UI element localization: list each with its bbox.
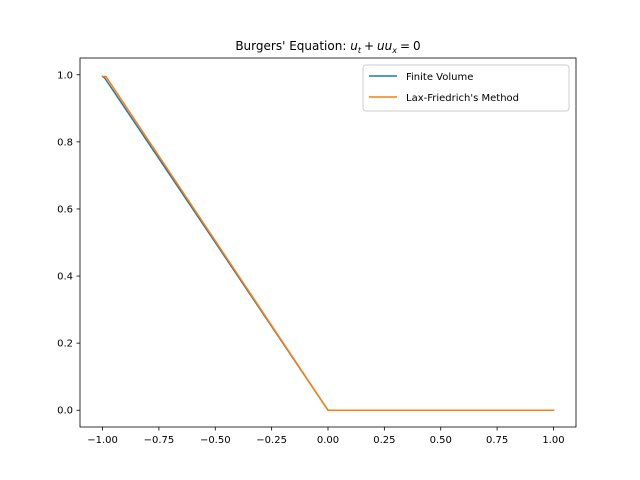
legend: Finite Volume Lax-Friedrich's Method [362,64,570,112]
chart-title: Burgers' Equation: ut + uux = 0 [235,39,420,55]
x-tick-label: 0.75 [486,435,508,446]
legend-label-finite-volume: Finite Volume [406,72,473,83]
title-math-equals: = [400,39,410,53]
y-tick-label: 0.0 [57,406,73,417]
legend-label-lax-friedrich: Lax-Friedrich's Method [406,93,519,104]
y-tick-label: 0.8 [57,137,73,148]
x-tick-label: 1.00 [542,435,564,446]
y-tick-label: 1.0 [57,70,73,81]
title-math-subscript-t: t [358,46,362,55]
title-math-u2: u [377,39,385,53]
x-tick-label: 0.50 [430,435,452,446]
x-tick-label: 0.00 [317,435,339,446]
y-tick-label: 0.6 [57,204,73,215]
x-tick-label: 0.25 [373,435,395,446]
y-tick-label: 0.4 [57,272,73,283]
title-math-plus: + [364,39,374,53]
series-layer [101,75,555,411]
title-math-u: u [350,39,358,53]
title-math-subscript-x: x [391,46,397,55]
x-tick-label: −0.25 [256,435,287,446]
title-prefix: Burgers' Equation: [235,39,350,53]
y-tick-label: 0.2 [57,339,73,350]
x-tick-label: −0.75 [144,435,175,446]
series-line-1 [101,75,555,411]
x-axis: −1.00 −0.75 −0.50 −0.25 0.00 0.25 0.50 0.75 1.00 [87,427,565,446]
legend-box [362,64,570,112]
x-tick-label: −1.00 [87,435,118,446]
title-math-u3: u [385,39,393,53]
y-axis: 0.0 0.2 0.4 0.6 0.8 1.0 [57,70,80,417]
x-tick-label: −0.50 [200,435,231,446]
title-math-zero: 0 [413,39,421,53]
